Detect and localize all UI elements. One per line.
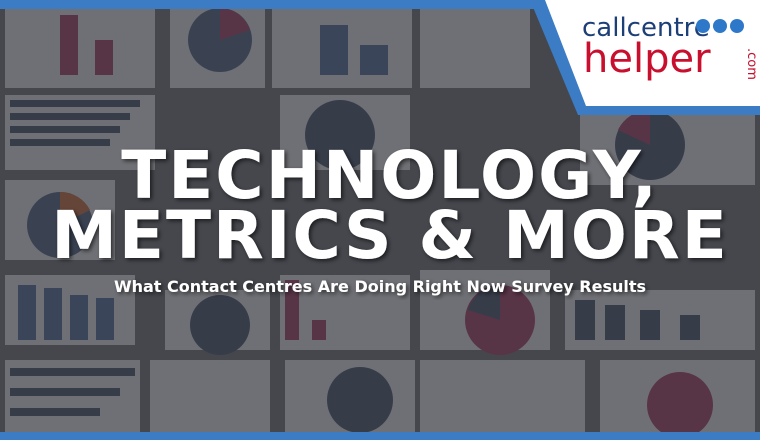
bottom-stripe: [0, 432, 760, 440]
title-line: TECHNOLOGY,: [121, 137, 659, 214]
logo-text: helper: [583, 36, 711, 82]
subtitle: What Contact Centres Are Doing Right Now…: [114, 277, 646, 296]
title-line: METRICS & MORE: [51, 197, 729, 274]
logo: callcentre helper .com: [530, 0, 760, 115]
logo-text: callcentre: [582, 13, 710, 43]
top-stripe: [0, 0, 560, 9]
logo-suffix: .com: [744, 48, 759, 80]
chart-collage: [5, 8, 755, 438]
